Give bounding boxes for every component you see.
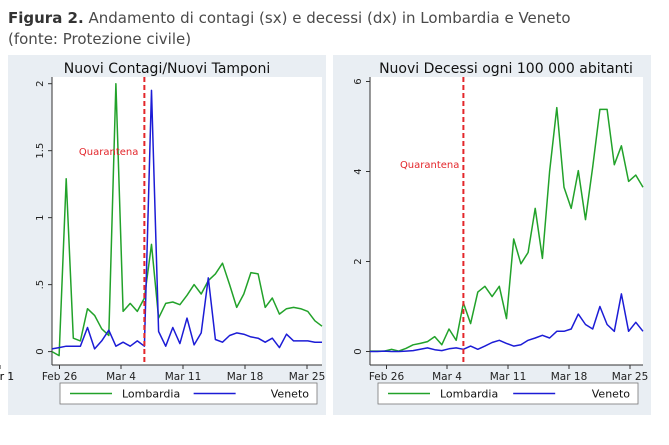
series-line-lombardia (51, 82, 323, 357)
y-tick-label: 0 (353, 348, 364, 354)
legend-label-veneto: Veneto (271, 388, 309, 401)
x-tick-label: Mar 4 (432, 371, 462, 383)
y-tick-label: 0 (35, 348, 46, 354)
figure-caption: Figura 2. Andamento di contagi (sx) e de… (8, 8, 658, 50)
series-line-veneto (51, 89, 322, 350)
x-tick-label: Mar 25 (289, 371, 326, 383)
chart-title: Nuovi Contagi/Nuovi Tamponi (64, 61, 271, 77)
x-tick-label: Apr 1 (0, 371, 14, 383)
y-tick-label: 6 (353, 78, 364, 84)
legend-box (377, 382, 639, 405)
x-tick-label: Mar 25 (612, 371, 649, 383)
x-tick-label: Mar 18 (551, 371, 588, 383)
legend-box (59, 382, 318, 405)
caption-source: (fonte: Protezione civile) (8, 30, 192, 48)
legend-label-veneto: Veneto (592, 388, 630, 401)
quarantine-label: Quarantena (400, 160, 459, 171)
y-tick-label: 2 (353, 258, 364, 264)
plot-area (52, 77, 322, 365)
legend-label-lombardia: Lombardia (440, 388, 498, 401)
chart-panel-1: Nuovi Contagi/Nuovi Tamponi 0 .5 1 1.5 2 Feb 2… (0, 55, 326, 415)
x-tick-label: Mar 11 (490, 371, 527, 383)
caption-text: Andamento di contagi (sx) e decessi (dx)… (88, 9, 571, 27)
x-tick-label: Feb 26 (42, 371, 78, 383)
series-line-veneto (370, 293, 644, 353)
chart-panel-2: Nuovi Decessi ogni 100 000 abitanti 0 2 4 6 F… (0, 55, 651, 415)
figure-label: Figura 2. (8, 9, 84, 27)
x-tick-label: Mar 18 (227, 371, 264, 383)
y-tick-label: 1 (35, 214, 46, 220)
quarantine-label: Quarantena (79, 147, 138, 158)
x-tick-label: Mar 4 (106, 371, 136, 383)
caption-title-line: Figura 2. Andamento di contagi (sx) e de… (8, 8, 658, 29)
x-tick-label: Apr 1 (0, 371, 14, 383)
chart-title: Nuovi Decessi ogni 100 000 abitanti (379, 61, 633, 77)
y-tick-label: 4 (353, 168, 364, 174)
y-tick-label: 2 (35, 81, 46, 87)
legend-label-lombardia: Lombardia (122, 388, 180, 401)
series-line-lombardia (370, 106, 644, 352)
x-tick-label: Feb 26 (369, 371, 405, 383)
plot-area (370, 77, 643, 365)
y-tick-label: 1.5 (35, 143, 46, 159)
y-tick-label: .5 (35, 280, 46, 290)
x-tick-label: Mar 11 (165, 371, 202, 383)
